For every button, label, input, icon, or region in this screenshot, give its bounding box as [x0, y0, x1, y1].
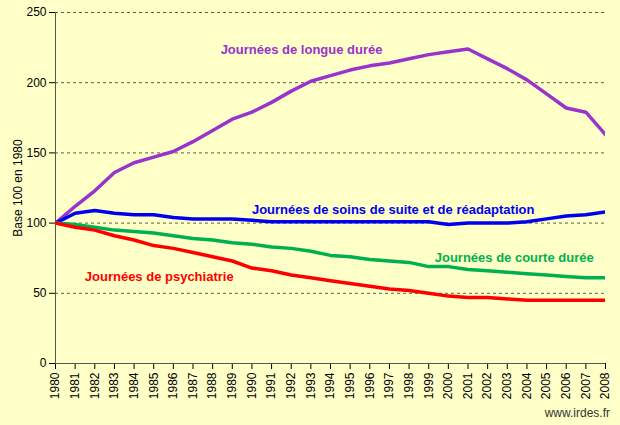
svg-text:1993: 1993 [304, 372, 318, 399]
svg-text:1994: 1994 [323, 372, 337, 399]
svg-text:2007: 2007 [579, 372, 593, 399]
svg-text:2004: 2004 [520, 372, 534, 399]
html-text:www.irdes.fr: www.irdes.fr [544, 406, 610, 420]
svg-text:1989: 1989 [225, 372, 239, 399]
svg-text:1980: 1980 [48, 372, 62, 399]
svg-text:1997: 1997 [382, 372, 396, 399]
svg-text:1999: 1999 [422, 372, 436, 399]
svg-text:0: 0 [40, 356, 47, 370]
svg-text:2001: 2001 [461, 372, 475, 399]
svg-text:2002: 2002 [480, 372, 494, 399]
svg-text:Journées de psychiatrie: Journées de psychiatrie [85, 269, 234, 284]
svg-text:2005: 2005 [539, 372, 553, 399]
svg-text:Journées de courte durée: Journées de courte durée [435, 250, 594, 265]
svg-text:1986: 1986 [166, 372, 180, 399]
svg-text:200: 200 [26, 76, 46, 90]
svg-text:250: 250 [26, 5, 46, 19]
svg-text:1991: 1991 [264, 372, 278, 399]
svg-text:1988: 1988 [205, 372, 219, 399]
svg-text:1996: 1996 [363, 372, 377, 399]
svg-text:2003: 2003 [500, 372, 514, 399]
svg-text:2000: 2000 [441, 372, 455, 399]
svg-text:1981: 1981 [68, 372, 82, 399]
svg-text:2006: 2006 [559, 372, 573, 399]
svg-text:1984: 1984 [127, 372, 141, 399]
svg-text:Journées de longue durée: Journées de longue durée [221, 42, 383, 57]
svg-text:1985: 1985 [147, 372, 161, 399]
svg-text:50: 50 [33, 286, 47, 300]
svg-text:2008: 2008 [598, 372, 612, 399]
svg-text:Journées de soins de suite et: Journées de soins de suite et de réadapt… [252, 202, 535, 217]
svg-text:1995: 1995 [343, 372, 357, 399]
svg-text:Base 100 en 1980: Base 100 en 1980 [11, 139, 25, 237]
svg-text:1990: 1990 [245, 372, 259, 399]
svg-text:1987: 1987 [186, 372, 200, 399]
svg-text:1992: 1992 [284, 372, 298, 399]
svg-text:1998: 1998 [402, 372, 416, 399]
svg-text:1982: 1982 [88, 372, 102, 399]
svg-text:100: 100 [26, 216, 46, 230]
svg-text:1983: 1983 [107, 372, 121, 399]
svg-text:150: 150 [26, 146, 46, 160]
